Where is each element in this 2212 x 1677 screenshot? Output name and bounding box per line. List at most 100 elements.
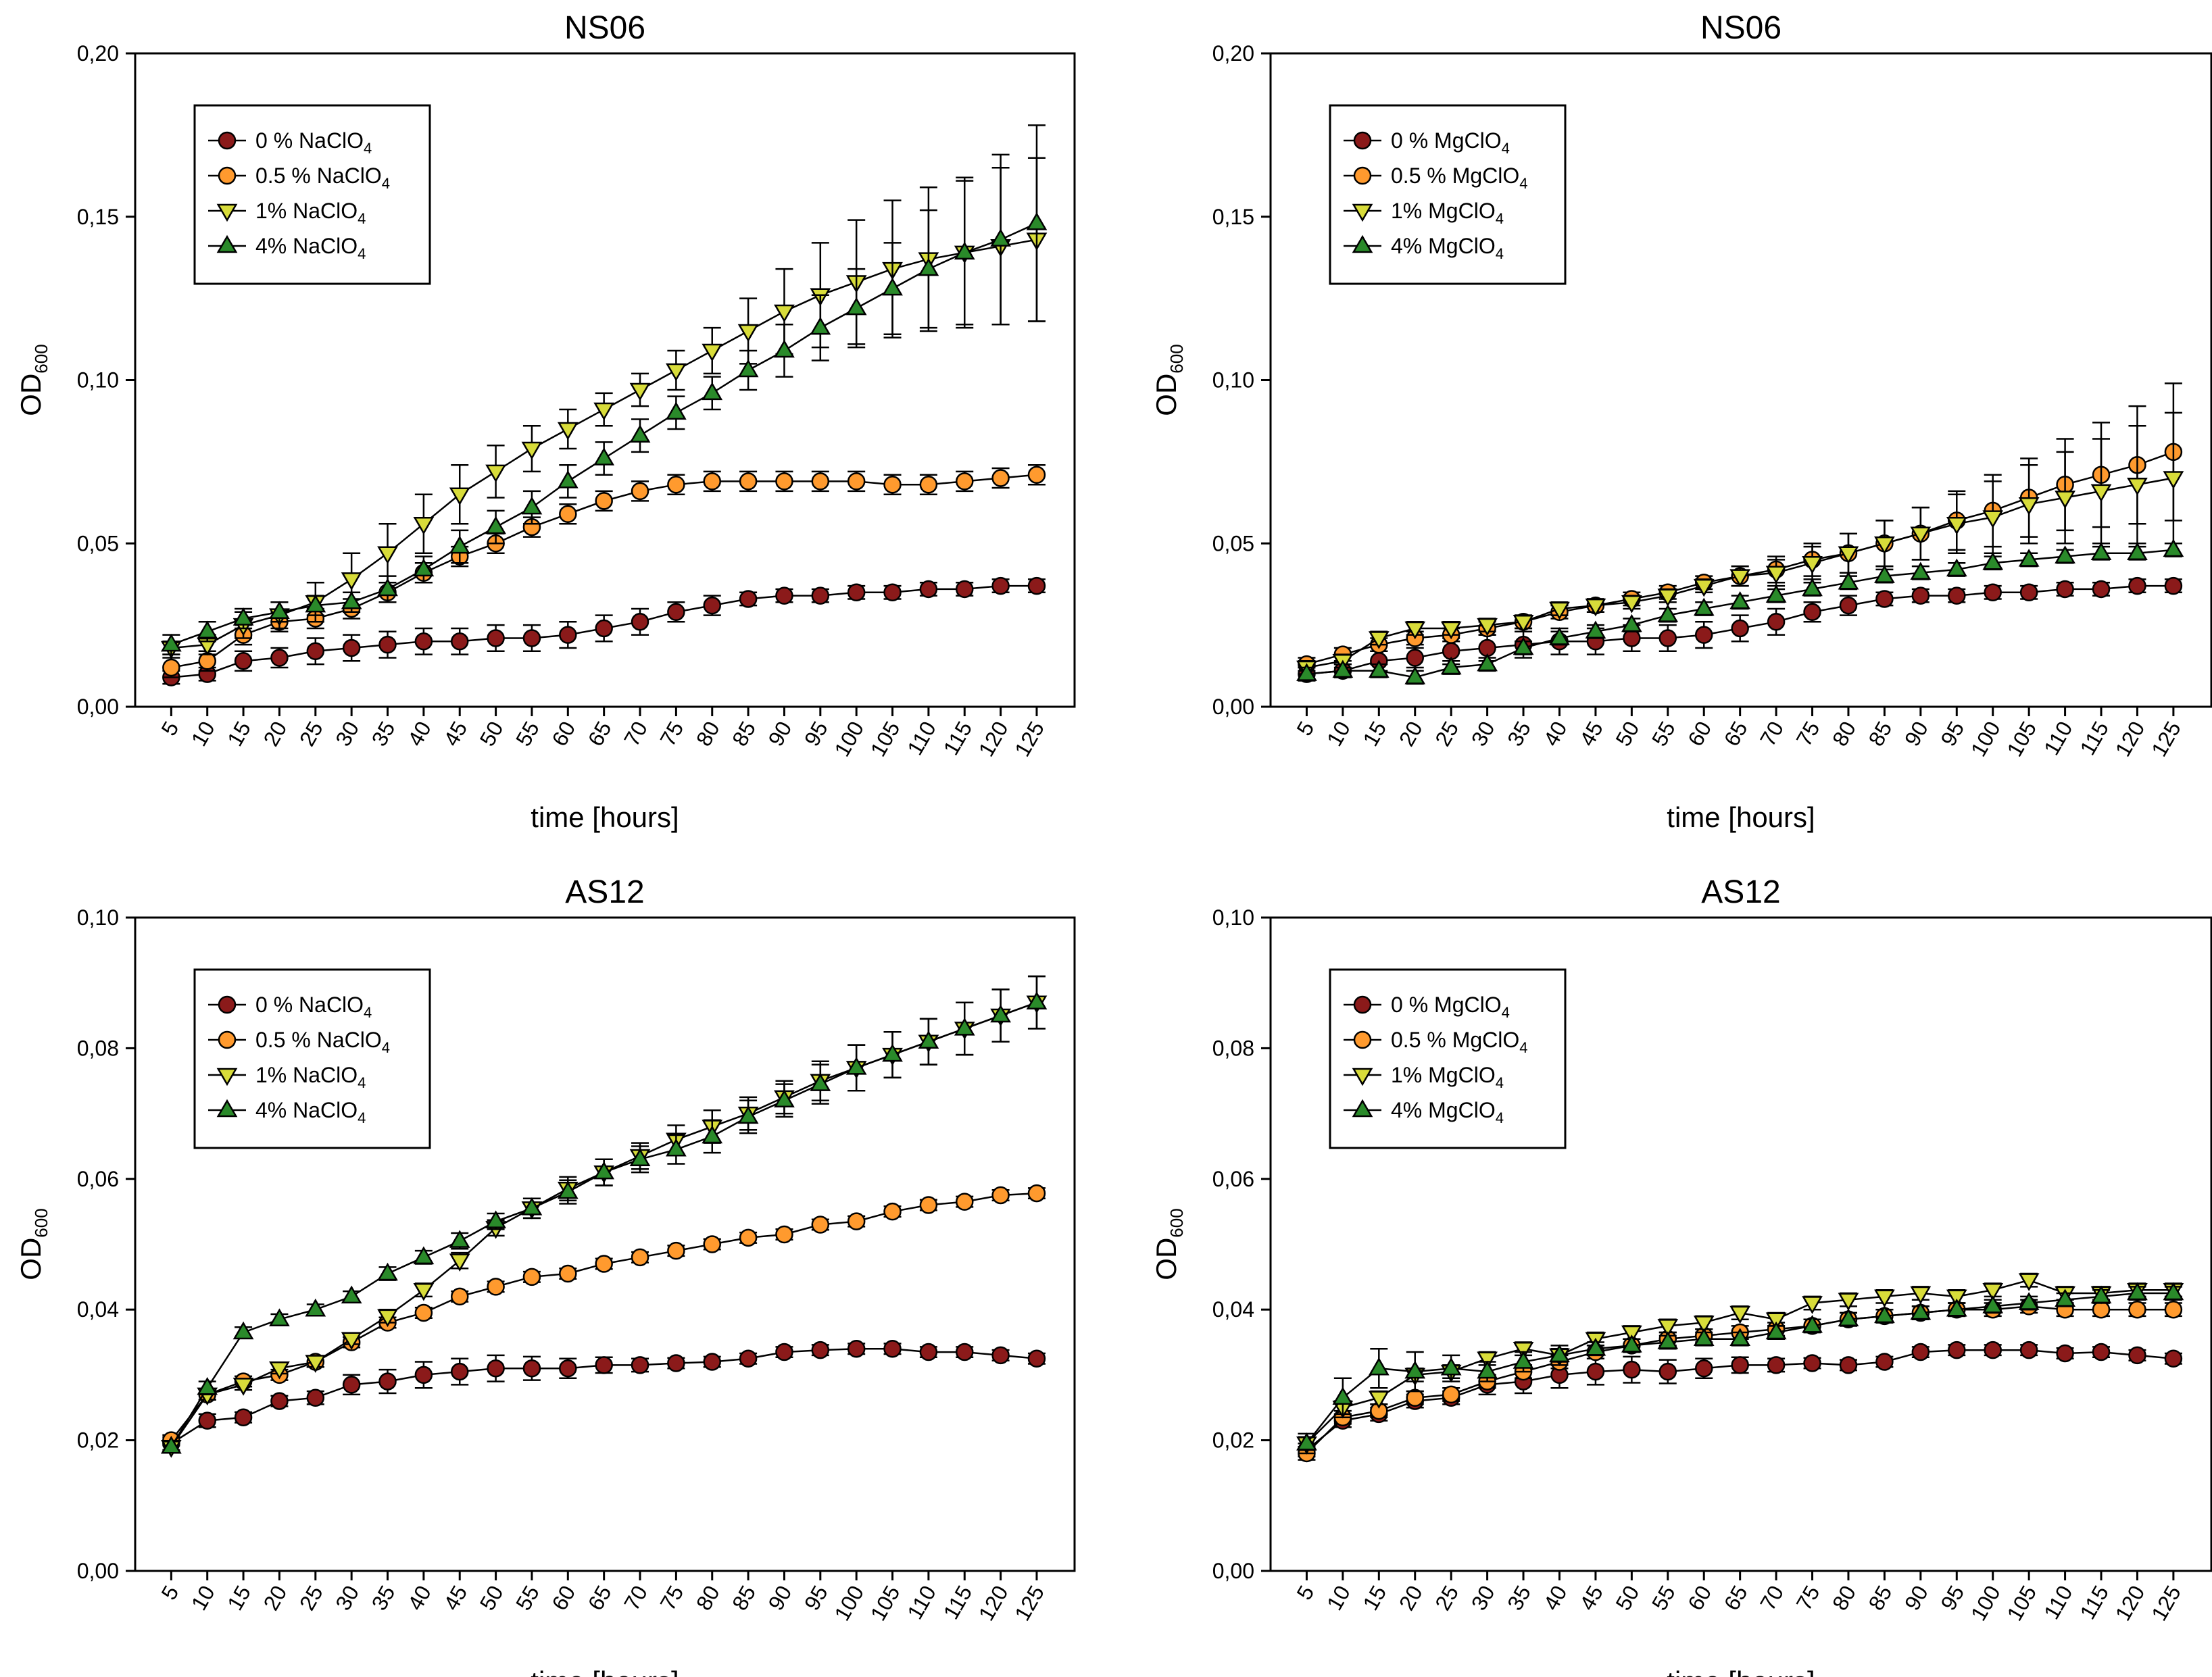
data-point xyxy=(2090,542,2112,561)
data-point xyxy=(956,580,974,599)
data-point xyxy=(270,649,289,667)
data-point xyxy=(377,1309,398,1328)
data-point xyxy=(2019,1341,2038,1359)
data-point xyxy=(522,1359,541,1378)
data-point xyxy=(883,1202,902,1221)
data-point xyxy=(991,1186,1010,1205)
x-tick-label: 15 xyxy=(222,718,255,751)
data-point xyxy=(342,1376,361,1394)
x-tick-label: 75 xyxy=(655,718,688,751)
data-point xyxy=(1549,627,1570,645)
data-point xyxy=(1729,1328,1751,1346)
chart-title: NS06 xyxy=(564,10,645,46)
x-tick-label: 85 xyxy=(1863,718,1896,751)
data-point xyxy=(593,402,615,421)
legend-marker xyxy=(1353,166,1372,185)
data-point xyxy=(378,1372,397,1391)
data-point xyxy=(1839,1356,1858,1374)
data-point xyxy=(305,594,326,613)
legend-label-sub: 4 xyxy=(1496,1109,1504,1126)
x-axis-label: time [hours] xyxy=(531,801,679,833)
data-point xyxy=(737,1105,759,1124)
data-point xyxy=(1406,1388,1424,1407)
x-tick-label: 70 xyxy=(1755,1582,1788,1615)
legend-label: 1% NaClO4 xyxy=(255,199,366,227)
y-tick-label: 0,05 xyxy=(1212,531,1254,555)
data-point xyxy=(450,1362,469,1381)
data-point xyxy=(593,1161,615,1180)
data-point xyxy=(1027,1184,1046,1203)
y-tick-label: 0,20 xyxy=(1212,41,1254,66)
data-point xyxy=(449,487,470,506)
data-point xyxy=(2127,542,2148,561)
chart-panel-4: AS12 0,00 0,02 0,04 0,06 0,08 0,10 OD600 5 10 15 20… xyxy=(1150,874,2212,1677)
x-tick-label: 20 xyxy=(259,1582,292,1615)
data-point xyxy=(1838,571,1859,590)
data-point xyxy=(160,633,182,652)
x-tick-label: 80 xyxy=(1827,718,1861,751)
data-point xyxy=(1513,1351,1534,1369)
data-point xyxy=(1982,1295,2004,1313)
y-axis-label: OD600 xyxy=(1150,344,1187,416)
x-tick-label: 10 xyxy=(187,1582,220,1615)
x-tick-label: 65 xyxy=(1719,718,1752,751)
y-axis-label-text: OD xyxy=(1150,374,1182,416)
data-point xyxy=(990,228,1011,247)
x-tick-label: 40 xyxy=(403,718,436,751)
data-point xyxy=(485,464,506,483)
series-1pct xyxy=(1296,411,2184,679)
data-point xyxy=(631,482,649,501)
x-tick-label: 30 xyxy=(330,1582,364,1615)
data-point xyxy=(595,1255,613,1273)
x-tick-label: 75 xyxy=(1792,718,1825,751)
data-point xyxy=(1657,604,1679,622)
x-tick-label: 50 xyxy=(475,1582,508,1615)
data-point xyxy=(2018,549,2040,567)
x-tick-label: 50 xyxy=(475,718,508,751)
data-point xyxy=(2127,1282,2148,1301)
data-point xyxy=(1513,615,1534,633)
data-point xyxy=(197,620,218,639)
x-tick-label: 95 xyxy=(800,1582,833,1615)
data-point xyxy=(629,382,651,401)
x-tick-label: 20 xyxy=(1394,1582,1427,1615)
legend-label-sub: 4 xyxy=(358,1074,366,1091)
data-point xyxy=(1404,621,1426,640)
legend-label-text: 4% NaClO xyxy=(255,234,358,258)
data-point xyxy=(703,1235,721,1253)
data-point xyxy=(413,516,435,535)
legend-label-text: 0.5 % NaClO xyxy=(255,1028,382,1052)
x-tick-label: 5 xyxy=(1292,718,1319,740)
data-point xyxy=(1621,595,1642,614)
x-tick-label: 105 xyxy=(2002,718,2041,761)
data-point xyxy=(593,447,615,466)
legend-label-sub: 4 xyxy=(364,1004,372,1021)
legend-label-text: 1% NaClO xyxy=(255,1063,358,1087)
data-point xyxy=(1404,666,1426,684)
data-point xyxy=(847,472,866,491)
data-point xyxy=(377,578,398,597)
y-tick-label: 0,05 xyxy=(77,531,119,555)
data-point xyxy=(413,558,435,577)
data-point xyxy=(1477,1360,1498,1379)
data-point xyxy=(1729,591,1751,609)
data-point xyxy=(2128,1346,2146,1365)
data-point xyxy=(1404,1360,1426,1379)
data-point xyxy=(1027,1349,1046,1368)
data-point xyxy=(1982,510,2004,528)
data-point xyxy=(667,475,685,494)
data-point xyxy=(557,422,579,441)
data-point xyxy=(521,496,543,515)
x-tick-label: 85 xyxy=(727,718,760,751)
data-point xyxy=(811,586,830,605)
data-point xyxy=(1802,1296,1823,1314)
x-tick-label: 25 xyxy=(1430,1582,1463,1615)
legend-label-text: 0.5 % MgClO xyxy=(1391,1028,1519,1052)
legend-label: 0 % NaClO4 xyxy=(255,993,372,1021)
x-tick-label: 90 xyxy=(764,718,797,751)
data-point xyxy=(1982,551,2004,570)
x-tick-label: 105 xyxy=(2002,1582,2041,1625)
x-tick-label: 5 xyxy=(156,718,183,740)
data-point xyxy=(631,1248,649,1267)
data-point xyxy=(1910,1286,1932,1305)
